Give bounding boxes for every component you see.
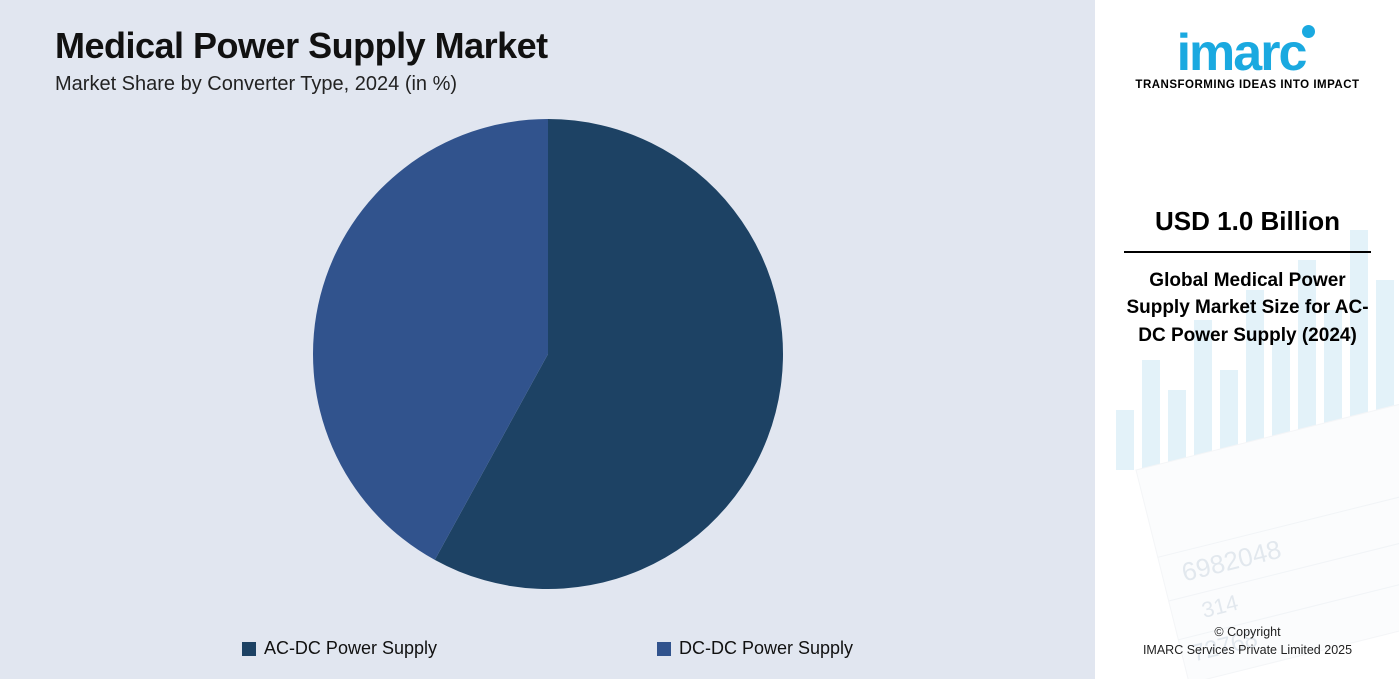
page-title: Medical Power Supply Market [55,25,1040,67]
legend-item-dcdc: DC-DC Power Supply [657,638,853,659]
svg-text:314: 314 [1199,590,1241,623]
legend-label-acdc: AC-DC Power Supply [264,638,437,659]
pie-chart [0,100,1095,609]
legend-item-acdc: AC-DC Power Supply [242,638,437,659]
copyright-line1: © Copyright [1096,624,1399,642]
page-subtitle: Market Share by Converter Type, 2024 (in… [55,73,1040,96]
logo-text: imarc [1177,24,1306,82]
legend-label-dcdc: DC-DC Power Supply [679,638,853,659]
svg-text:6982048: 6982048 [1179,534,1284,588]
stat-block: USD 1.0 Billion Global Medical Power Sup… [1096,206,1399,350]
stat-description: Global Medical Power Supply Market Size … [1124,267,1371,350]
logo-tagline: TRANSFORMING IDEAS INTO IMPACT [1135,79,1359,91]
logo: imarc TRANSFORMING IDEAS INTO IMPACT [1135,30,1359,91]
copyright: © Copyright IMARC Services Private Limit… [1096,624,1399,659]
pie-chart-container [0,100,1095,609]
legend-swatch-acdc [242,642,256,656]
logo-dot-icon [1302,25,1315,38]
chart-panel: Medical Power Supply Market Market Share… [0,0,1095,679]
copyright-line2: IMARC Services Private Limited 2025 [1096,642,1399,660]
stat-value: USD 1.0 Billion [1124,206,1371,237]
legend: AC-DC Power Supply DC-DC Power Supply [0,638,1095,659]
sidebar-panel: 6982048 314 72768 imarc TRANSFORMING IDE… [1095,0,1399,679]
legend-swatch-dcdc [657,642,671,656]
stat-divider [1124,251,1371,253]
